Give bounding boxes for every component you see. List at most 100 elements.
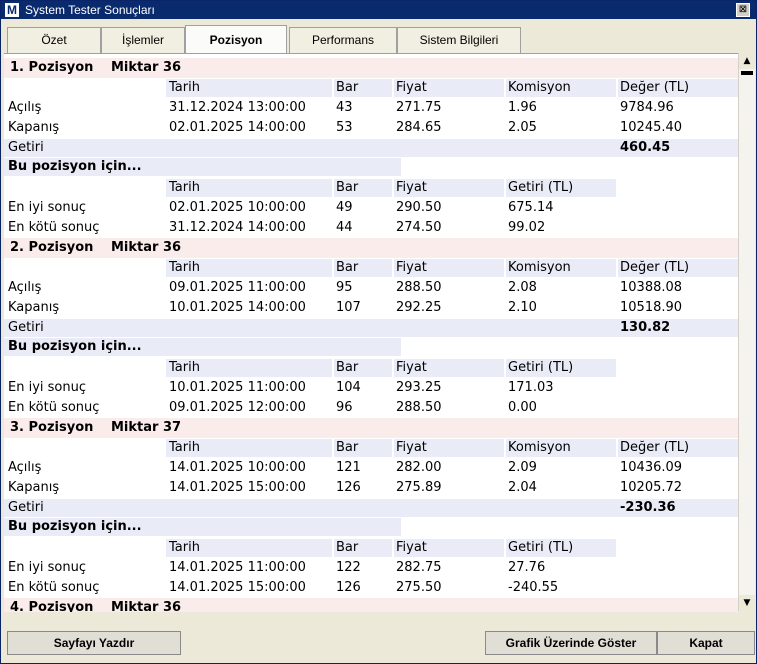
col-bar: Bar <box>336 260 359 275</box>
tarih-value: 14.01.2025 10:00:00 <box>169 460 306 475</box>
tarih-value: 02.01.2025 10:00:00 <box>169 200 306 215</box>
scroll-down-icon[interactable]: ▼ <box>739 595 755 611</box>
fiyat-value: 292.25 <box>396 300 442 315</box>
col-fiyat: Fiyat <box>396 360 427 375</box>
print-page-button[interactable]: Sayfayı Yazdır <box>7 631 181 655</box>
section-title: Bu pozisyon için... <box>4 518 401 536</box>
show-on-chart-button[interactable]: Grafik Üzerinde Göster <box>485 631 657 655</box>
position-header: 3. Pozisyon Miktar 37 <box>4 418 738 438</box>
acilis-row: Açılış 09.01.2025 11:00:00 95 288.50 2.0… <box>4 278 738 298</box>
col-getiri: Getiri (TL) <box>508 180 574 195</box>
komisyon-value: 2.05 <box>508 120 537 135</box>
miktar-label: Miktar <box>111 600 159 612</box>
scroll-thumb[interactable] <box>741 71 753 75</box>
bar-value: 95 <box>336 280 353 295</box>
vertical-scrollbar[interactable]: ▲ ▼ <box>738 53 755 611</box>
result-header-row: Tarih Bar Fiyat Getiri (TL) <box>4 178 738 198</box>
en-iyi-row: En iyi sonuç 02.01.2025 10:00:00 49 290.… <box>4 198 738 218</box>
row-label: Kapanış <box>8 120 60 135</box>
miktar-label: Miktar <box>111 60 159 75</box>
position-header: 4. Pozisyon Miktar 36 <box>4 598 738 612</box>
deger-value: 10205.72 <box>620 480 683 495</box>
bar-value: 121 <box>336 460 361 475</box>
bar-value: 126 <box>336 480 361 495</box>
bar-value: 126 <box>336 580 361 595</box>
tarih-value: 14.01.2025 15:00:00 <box>169 580 306 595</box>
row-label: Kapanış <box>8 480 60 495</box>
result-header-row: Tarih Bar Fiyat Getiri (TL) <box>4 538 738 558</box>
row-label: Getiri <box>8 320 44 335</box>
close-button[interactable]: Kapat <box>657 631 755 655</box>
fiyat-value: 290.50 <box>396 200 442 215</box>
en-iyi-row: En iyi sonuç 14.01.2025 11:00:00 122 282… <box>4 558 738 578</box>
tab-bar: Özet İşlemler Pozisyon Performans Sistem… <box>1 19 756 54</box>
position-title: 2. Pozisyon <box>10 240 94 255</box>
getiri-value: -230.36 <box>620 500 676 515</box>
getiri-value: 130.82 <box>620 320 671 335</box>
kapanis-row: Kapanış 14.01.2025 15:00:00 126 275.89 2… <box>4 478 738 498</box>
tab-pozisyon[interactable]: Pozisyon <box>185 25 287 54</box>
column-header-row: Tarih Bar Fiyat Komisyon Değer (TL) <box>4 438 738 458</box>
column-header-row: Tarih Bar Fiyat Komisyon Değer (TL) <box>4 258 738 278</box>
col-tarih: Tarih <box>169 260 200 275</box>
bar-value: 43 <box>336 100 353 115</box>
getiri-value: 675.14 <box>508 200 554 215</box>
col-getiri: Getiri (TL) <box>508 360 574 375</box>
position-title: 1. Pozisyon <box>10 60 94 75</box>
close-icon[interactable]: ⊠ <box>736 3 750 17</box>
window-title: System Tester Sonuçları <box>25 3 155 17</box>
col-bar: Bar <box>336 180 359 195</box>
row-label: Açılış <box>8 100 42 115</box>
position-header: 2. Pozisyon Miktar 36 <box>4 238 738 258</box>
col-getiri: Getiri (TL) <box>508 540 574 555</box>
tarih-value: 14.01.2025 11:00:00 <box>169 560 306 575</box>
miktar-value: 36 <box>163 600 182 612</box>
tab-sistem-bilgileri[interactable]: Sistem Bilgileri <box>397 27 521 53</box>
fiyat-value: 275.89 <box>396 480 442 495</box>
getiri-value: 99.02 <box>508 220 546 235</box>
tarih-value: 31.12.2024 13:00:00 <box>169 100 306 115</box>
fiyat-value: 271.75 <box>396 100 442 115</box>
bu-pozisyon-header: Bu pozisyon için... <box>4 518 738 538</box>
tab-performans[interactable]: Performans <box>289 27 397 53</box>
tab-islemler[interactable]: İşlemler <box>101 27 185 53</box>
fiyat-value: 282.75 <box>396 560 442 575</box>
miktar-value: 36 <box>163 60 182 75</box>
col-bar: Bar <box>336 540 359 555</box>
col-bar: Bar <box>336 440 359 455</box>
scroll-up-icon[interactable]: ▲ <box>739 53 755 69</box>
tarih-value: 14.01.2025 15:00:00 <box>169 480 306 495</box>
acilis-row: Açılış 14.01.2025 10:00:00 121 282.00 2.… <box>4 458 738 478</box>
col-tarih: Tarih <box>169 360 200 375</box>
position-report: 1. Pozisyon Miktar 36 Tarih Bar Fiyat Ko… <box>4 53 738 612</box>
komisyon-value: 2.10 <box>508 300 537 315</box>
row-label: En iyi sonuç <box>8 560 86 575</box>
getiri-value: 460.45 <box>620 140 671 155</box>
getiri-row: Getiri 460.45 <box>4 138 738 158</box>
fiyat-value: 284.65 <box>396 120 442 135</box>
bu-pozisyon-header: Bu pozisyon için... <box>4 158 738 178</box>
bar-value: 107 <box>336 300 361 315</box>
col-komisyon: Komisyon <box>508 440 571 455</box>
col-fiyat: Fiyat <box>396 440 427 455</box>
row-label: En kötü sonuç <box>8 400 100 415</box>
row-label: En iyi sonuç <box>8 380 86 395</box>
miktar-value: 36 <box>163 240 182 255</box>
col-tarih: Tarih <box>169 80 200 95</box>
fiyat-value: 275.50 <box>396 580 442 595</box>
tarih-value: 31.12.2024 14:00:00 <box>169 220 306 235</box>
en-kotu-row: En kötü sonuç 31.12.2024 14:00:00 44 274… <box>4 218 738 238</box>
col-fiyat: Fiyat <box>396 540 427 555</box>
deger-value: 10436.09 <box>620 460 683 475</box>
fiyat-value: 274.50 <box>396 220 442 235</box>
row-label: Açılış <box>8 280 42 295</box>
deger-value: 10245.40 <box>620 120 683 135</box>
komisyon-value: 2.04 <box>508 480 537 495</box>
position-header: 1. Pozisyon Miktar 36 <box>4 58 738 78</box>
tab-ozet[interactable]: Özet <box>7 27 101 53</box>
col-deger: Değer (TL) <box>620 260 690 275</box>
row-label: Kapanış <box>8 300 60 315</box>
komisyon-value: 2.08 <box>508 280 537 295</box>
col-deger: Değer (TL) <box>620 440 690 455</box>
deger-value: 10388.08 <box>620 280 683 295</box>
